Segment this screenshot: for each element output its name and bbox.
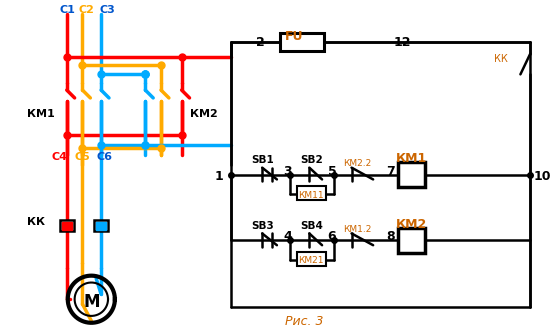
Text: 10: 10: [533, 170, 550, 183]
Text: КМ1: КМ1: [396, 152, 427, 165]
Text: 6: 6: [328, 230, 336, 243]
Text: 5: 5: [327, 165, 336, 178]
Text: С3: С3: [99, 5, 115, 15]
Bar: [296, 252, 326, 266]
Text: 2: 2: [256, 36, 264, 49]
Text: SB1: SB1: [251, 155, 273, 165]
Text: М: М: [83, 293, 100, 311]
Text: КМ1.2: КМ1.2: [343, 224, 371, 233]
Text: С4: С4: [51, 152, 67, 162]
Text: SB3: SB3: [251, 221, 273, 231]
Text: КК: КК: [28, 217, 46, 227]
Text: SB2: SB2: [300, 155, 323, 165]
Text: КМ21: КМ21: [299, 257, 324, 266]
Bar: [96, 222, 106, 229]
Text: FU: FU: [285, 30, 304, 43]
Bar: [398, 227, 425, 253]
Text: КМ2: КМ2: [396, 218, 427, 231]
Text: КМ2.2: КМ2.2: [343, 159, 371, 168]
Text: С5: С5: [74, 152, 90, 162]
Text: 8: 8: [386, 230, 395, 243]
Bar: [60, 220, 74, 231]
Bar: [398, 162, 425, 187]
Text: КМ1: КМ1: [28, 109, 55, 119]
Text: КМ2: КМ2: [190, 109, 217, 119]
Bar: [94, 220, 108, 231]
Text: Рис. 3: Рис. 3: [285, 315, 323, 328]
Text: С1: С1: [60, 5, 76, 15]
Text: 12: 12: [394, 36, 412, 49]
Text: КМ11: КМ11: [299, 191, 324, 200]
Bar: [280, 33, 324, 51]
Bar: [62, 222, 72, 229]
Text: 4: 4: [283, 230, 292, 243]
Text: С2: С2: [79, 5, 94, 15]
Text: 7: 7: [386, 165, 395, 178]
Text: 1: 1: [214, 170, 223, 183]
Text: 3: 3: [283, 165, 292, 178]
Bar: [296, 186, 326, 200]
Text: SB4: SB4: [300, 221, 323, 231]
Text: С6: С6: [96, 152, 112, 162]
Text: КК: КК: [494, 54, 507, 64]
